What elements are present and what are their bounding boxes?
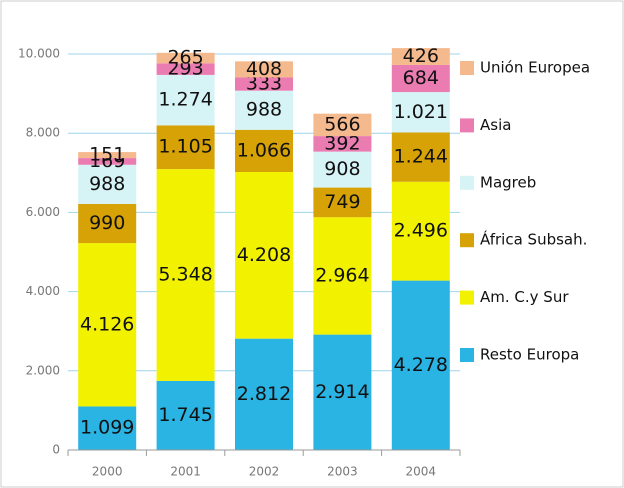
data-label: 2.964 (315, 264, 369, 286)
legend-swatch (460, 348, 474, 362)
data-label: 1.099 (80, 417, 134, 439)
bar-segment (313, 151, 372, 188)
y-tick-label: 0 (52, 443, 60, 457)
bar-segment (313, 136, 372, 152)
bar-segment (391, 132, 450, 182)
data-label: 1.105 (158, 136, 212, 158)
bar-segment (156, 125, 215, 170)
data-label: 333 (246, 73, 282, 95)
bar-segment (78, 406, 137, 450)
bar-segment (156, 63, 215, 75)
y-tick-label: 10.000 (18, 47, 60, 61)
data-label: 2.914 (315, 381, 369, 403)
bar-segment (156, 169, 215, 381)
bar-segment (235, 129, 293, 173)
data-label: 426 (403, 45, 439, 67)
data-label: 1.244 (394, 146, 448, 168)
data-label: 749 (324, 191, 360, 213)
y-tick-label: 2.000 (26, 363, 60, 377)
data-label: 4.278 (394, 354, 448, 376)
bar-segment (235, 61, 293, 78)
y-tick-label: 6.000 (26, 205, 60, 219)
legend-swatch (460, 118, 474, 133)
bar-segment (313, 217, 372, 335)
data-label: 990 (89, 212, 125, 234)
data-label: 908 (324, 158, 360, 180)
data-label: 1.021 (394, 101, 448, 123)
data-label: 392 (324, 132, 360, 154)
bar-segment (391, 280, 450, 450)
bar-segment (391, 64, 450, 93)
bar-segment (235, 77, 293, 91)
bar-segment (78, 158, 137, 165)
data-label: 4.208 (237, 244, 291, 266)
bar-segment (313, 187, 372, 218)
bar-segment (78, 203, 137, 244)
legend-swatch (460, 233, 474, 248)
legend-label: África Subsah. (480, 230, 587, 249)
legend-label: Resto Europa (480, 346, 579, 364)
y-tick-label: 8.000 (26, 126, 60, 140)
bar-segment (156, 380, 215, 450)
x-tick-label: 2003 (327, 465, 358, 479)
legend-label: Unión Europea (480, 59, 590, 77)
data-label: 684 (403, 67, 439, 89)
bar-segment (235, 90, 293, 130)
bar-segment (235, 172, 293, 339)
data-label: 4.126 (80, 313, 134, 335)
legend-label: Am. C.y Sur (480, 288, 569, 306)
legend-label: Magreb (480, 173, 536, 191)
bar-segment (156, 74, 215, 126)
bar-segment (78, 243, 137, 407)
bar-segment (391, 92, 450, 133)
bar-segment (313, 113, 372, 137)
y-tick-label: 4.000 (26, 284, 60, 298)
data-label: 988 (89, 173, 125, 195)
data-label: 2.812 (237, 383, 291, 405)
data-label: 151 (89, 144, 125, 166)
x-tick-label: 2001 (170, 465, 201, 479)
data-label: 1.066 (237, 139, 291, 161)
data-label: 988 (246, 99, 282, 121)
data-label: 566 (324, 113, 360, 135)
bar-segment (235, 338, 293, 450)
data-label: 2.496 (394, 220, 448, 242)
legend-swatch (460, 175, 474, 190)
bar-segment (391, 48, 450, 65)
data-label: 1.274 (158, 89, 212, 111)
x-tick-label: 2000 (92, 465, 123, 479)
x-tick-label: 2002 (249, 465, 280, 479)
bar-segment (156, 52, 215, 64)
data-label: 1.745 (158, 404, 212, 426)
x-tick-label: 2004 (406, 465, 437, 479)
legend-swatch (460, 61, 474, 75)
legend-label: Asia (480, 116, 511, 134)
bar-segment (78, 152, 137, 159)
bar-segment (78, 164, 137, 204)
data-label: 408 (246, 58, 282, 80)
bar-segment (313, 334, 372, 450)
legend-swatch (460, 290, 474, 305)
bar-segment (391, 181, 450, 281)
data-label: 265 (167, 47, 203, 69)
data-label: 5.348 (158, 264, 212, 286)
